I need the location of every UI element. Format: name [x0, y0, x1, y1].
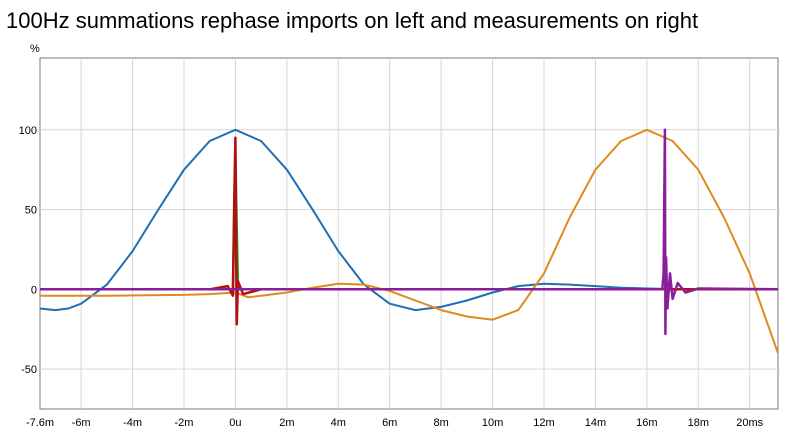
x-tick-label: 8m [434, 417, 449, 429]
y-tick-label: -50 [21, 364, 37, 376]
chart-title: 100Hz summations rephase imports on left… [6, 8, 699, 33]
series-lines [39, 128, 779, 354]
plot-area-frame [39, 57, 779, 410]
x-tick-label: 0u [229, 417, 241, 429]
x-tick-label: 10m [482, 417, 503, 429]
x-tick-label: 2m [279, 417, 294, 429]
x-tick-label: -7.6m [26, 417, 54, 429]
y-tick-label: 0 [31, 284, 37, 296]
x-tick-label: 6m [382, 417, 397, 429]
y-axis-unit-label: % [30, 43, 40, 55]
tick-labels: -7.6m -6m -4m -2m 0u 2m 4m 6m 8m 10m 12m 14m 16m 18m 2… [19, 125, 764, 429]
x-tick-label: 20ms [736, 417, 763, 429]
y-tick-label: 100 [19, 125, 37, 137]
x-tick-label: 16m [636, 417, 657, 429]
series-line-4 [40, 136, 778, 326]
x-tick-label: -2m [175, 417, 194, 429]
x-tick-label: 14m [585, 417, 606, 429]
y-tick-label: 50 [25, 205, 37, 217]
grid [40, 58, 778, 409]
x-tick-label: 18m [688, 417, 709, 429]
x-tick-label: -6m [72, 417, 91, 429]
x-tick-label: -4m [123, 417, 142, 429]
x-tick-label: 4m [331, 417, 346, 429]
series-line-5 [40, 128, 779, 336]
x-tick-label: 12m [533, 417, 554, 429]
